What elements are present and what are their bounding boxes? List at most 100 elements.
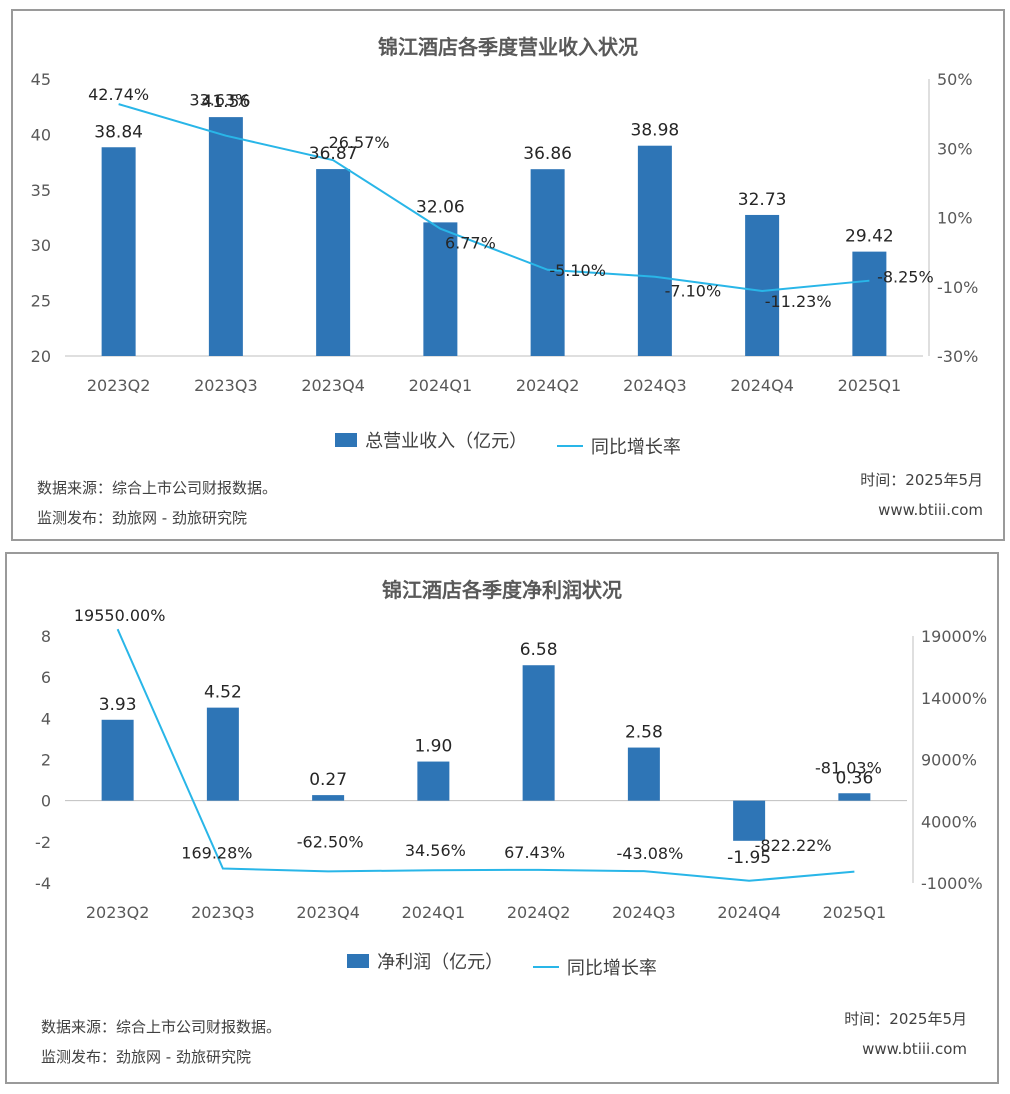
bar-2024Q3	[627, 747, 660, 801]
publisher-note: 监测发布：劲旅网 - 劲旅研究院	[37, 509, 247, 527]
bar-value-label: 6.58	[520, 640, 558, 660]
chart-title: 锦江酒店各季度净利润状况	[382, 578, 622, 602]
chart-legend: 总营业收入（亿元） 同比增长率	[13, 427, 1003, 459]
legend-item-bar: 净利润（亿元）	[347, 948, 503, 974]
x-tick-label: 2024Q3	[612, 903, 676, 922]
profit-chart-canvas: -4 -2 0 2 4 6 8 -1000% 4000% 9000% 14000% 19000% 3.9…	[35, 606, 987, 922]
bar-value-label: 32.06	[416, 197, 465, 217]
growth-rate-label: 42.74%	[88, 85, 149, 104]
bar-2024Q2	[530, 169, 565, 356]
growth-rate-label: 169.28%	[181, 844, 252, 863]
bar-2023Q2	[101, 719, 134, 801]
y-left-tick-label: 2	[41, 751, 51, 770]
y-left-tick-label: 25	[31, 292, 51, 311]
x-tick-label: 2024Q2	[516, 376, 580, 395]
y-right-tick-label: -10%	[937, 278, 978, 297]
x-tick-label: 2023Q4	[296, 903, 360, 922]
x-tick-label: 2024Q1	[409, 376, 473, 395]
site-note: www.btiii.com	[862, 1040, 967, 1058]
legend-bar-label: 总营业收入（亿元）	[365, 431, 528, 452]
bar-value-label: 0.36	[835, 768, 873, 788]
y-right-tick-label: 19000%	[921, 627, 987, 646]
y-left-tick-label: 8	[41, 627, 51, 646]
bar-2024Q2	[522, 665, 555, 801]
y-left-tick-label: 30	[31, 236, 51, 255]
bar-2024Q4	[745, 214, 780, 356]
bar-2025Q1	[852, 251, 887, 356]
y-left-tick-label: 6	[41, 668, 51, 687]
site-note: www.btiii.com	[878, 501, 983, 519]
growth-rate-label: -822.22%	[755, 836, 832, 855]
x-tick-label: 2024Q2	[507, 903, 571, 922]
bar-value-label: 41.56	[202, 92, 251, 112]
bar-value-label: 1.90	[414, 737, 452, 757]
bar-value-label: 3.93	[99, 695, 137, 715]
bar-value-label: -1.95	[727, 848, 771, 868]
growth-rate-label: 6.77%	[445, 234, 496, 253]
source-note: 数据来源：综合上市公司财报数据。	[37, 479, 278, 497]
y-right-tick-label: 9000%	[921, 751, 977, 770]
time-note: 时间：2025年5月	[860, 471, 983, 489]
x-tick-label: 2023Q2	[86, 903, 150, 922]
y-right-tick-label: 30%	[937, 139, 973, 158]
growth-rate-label: -81.03%	[815, 759, 882, 778]
y-right-tick-label: 50%	[937, 70, 973, 89]
y-right-tick-label: -30%	[937, 347, 978, 366]
bar-2023Q3	[208, 117, 243, 356]
chart-legend: 净利润（亿元） 同比增长率	[7, 948, 997, 980]
bar-2023Q4	[312, 795, 345, 801]
bar-2024Q1	[417, 761, 450, 801]
growth-rate-label: -62.50%	[297, 832, 364, 851]
legend-bar-swatch	[347, 954, 370, 968]
legend-item-line: 同比增长率	[556, 433, 681, 459]
x-tick-label: 2023Q4	[301, 376, 365, 395]
bar-2024Q3	[637, 145, 672, 356]
growth-rate-line	[116, 628, 855, 882]
bar-value-label: 38.84	[94, 122, 143, 142]
publisher-note: 监测发布：劲旅网 - 劲旅研究院	[41, 1048, 251, 1066]
growth-rate-line	[118, 103, 870, 293]
legend-item-line: 同比增长率	[532, 954, 657, 980]
bar-value-label: 36.87	[309, 144, 358, 164]
y-left-tick-label: 4	[41, 709, 51, 728]
growth-rate-label: -8.25%	[877, 268, 934, 287]
y-left-tick-label: 20	[31, 347, 51, 366]
x-tick-label: 2024Q4	[730, 376, 794, 395]
growth-rate-label: -43.08%	[616, 844, 683, 863]
growth-rate-label: -11.23%	[765, 292, 832, 311]
bar-value-label: 32.73	[738, 190, 787, 210]
x-tick-label: 2024Q1	[402, 903, 466, 922]
growth-rate-label: 19550.00%	[74, 606, 166, 625]
bar-value-label: 36.86	[523, 144, 572, 164]
y-left-tick-label: -2	[35, 833, 51, 852]
y-left-tick-label: 40	[31, 125, 51, 144]
x-tick-label: 2023Q2	[87, 376, 151, 395]
x-tick-label: 2024Q4	[717, 903, 781, 922]
growth-rate-label: -7.10%	[665, 282, 722, 301]
bar-2023Q3	[206, 707, 239, 801]
y-right-tick-label: -1000%	[921, 874, 983, 893]
profit-chart-panel: 锦江酒店各季度净利润状况 -4 -2 0 2 4 6 8 -1000% 4000% 9000% 14…	[5, 552, 999, 1084]
bar-2024Q1	[423, 222, 458, 356]
bar-2023Q2	[101, 147, 136, 356]
legend-line-label: 同比增长率	[590, 437, 681, 458]
footer-left: 数据来源：综合上市公司财报数据。 监测发布：劲旅网 - 劲旅研究院	[41, 1012, 281, 1072]
x-tick-label: 2024Q3	[623, 376, 687, 395]
legend-bar-swatch	[335, 433, 358, 447]
bar-value-label: 4.52	[204, 683, 242, 703]
y-right-tick-label: 4000%	[921, 812, 977, 831]
legend-line-swatch	[532, 966, 559, 968]
x-tick-label: 2023Q3	[194, 376, 258, 395]
bar-value-label: 38.98	[631, 121, 680, 141]
y-left-tick-label: 45	[31, 70, 51, 89]
y-right-tick-label: 14000%	[921, 689, 987, 708]
growth-rate-label: 34.56%	[405, 841, 466, 860]
footer-left: 数据来源：综合上市公司财报数据。 监测发布：劲旅网 - 劲旅研究院	[37, 473, 277, 533]
x-tick-label: 2025Q1	[838, 376, 902, 395]
legend-line-swatch	[556, 445, 583, 447]
y-right-tick-label: 10%	[937, 209, 973, 228]
bar-2024Q4	[733, 800, 766, 841]
bar-value-label: 2.58	[625, 723, 663, 743]
bar-value-label: 29.42	[845, 227, 894, 247]
bar-value-label: 0.27	[309, 770, 347, 790]
